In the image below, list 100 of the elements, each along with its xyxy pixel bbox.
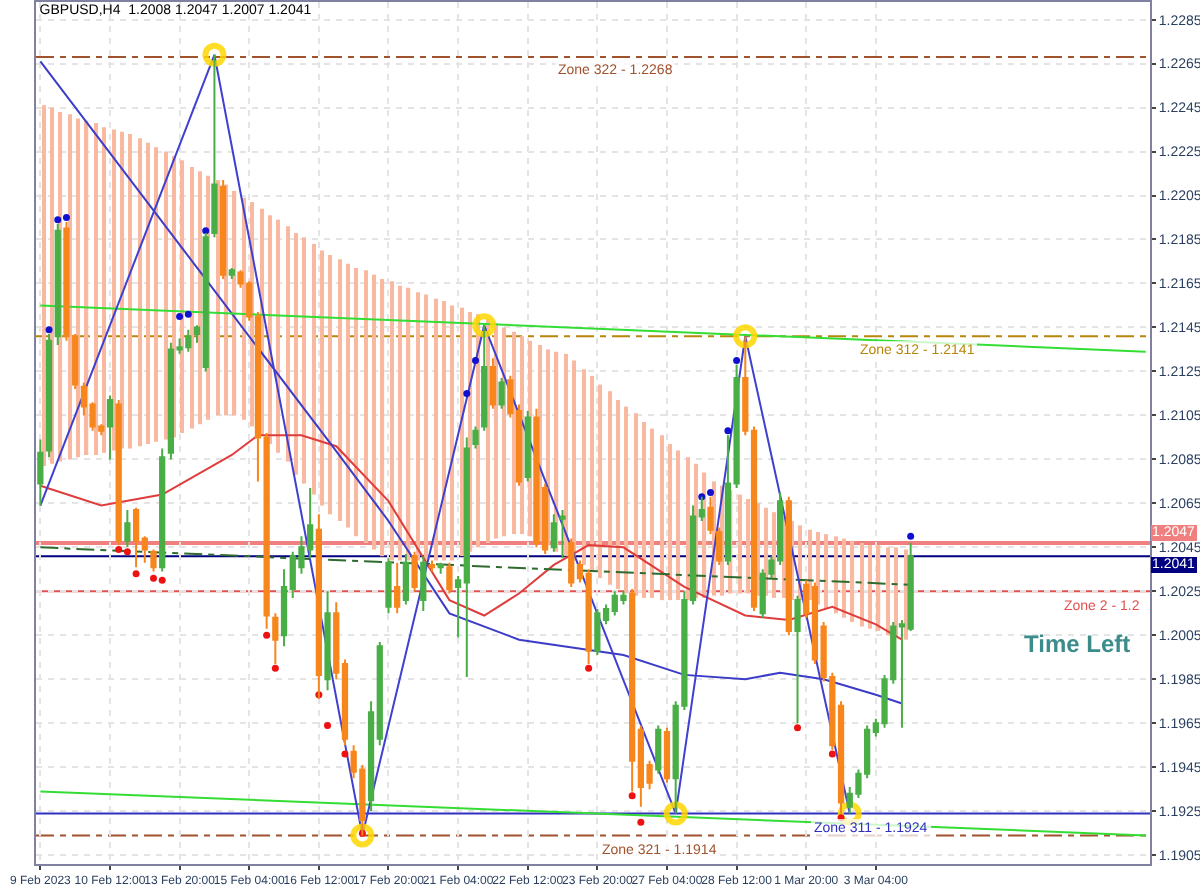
candlestick [489, 357, 497, 410]
candlestick [533, 407, 540, 549]
bar [198, 171, 202, 425]
candlestick [568, 537, 575, 588]
point [794, 724, 802, 732]
bar [390, 281, 394, 561]
bar [608, 391, 612, 585]
point [132, 570, 140, 578]
bar [590, 375, 594, 572]
bar [676, 450, 681, 601]
bar [904, 549, 908, 640]
candlestick [159, 447, 166, 573]
bar [128, 133, 132, 449]
candlestick [559, 508, 566, 560]
bar [642, 422, 646, 598]
point [150, 574, 157, 582]
bar [146, 142, 150, 444]
point [263, 631, 271, 639]
annotation: Time Left [1024, 630, 1131, 658]
point [628, 792, 636, 800]
bar [634, 413, 638, 596]
bar [154, 147, 158, 442]
bar [364, 270, 368, 543]
point [176, 312, 184, 320]
bar [434, 298, 438, 561]
point [350, 823, 375, 848]
candlestick [472, 425, 479, 450]
bar [190, 166, 194, 429]
bar [94, 122, 98, 455]
candlestick [150, 548, 157, 573]
candlestick [272, 612, 279, 665]
bar [286, 226, 290, 462]
bar [442, 301, 446, 561]
candlestick [437, 561, 444, 575]
bar [328, 254, 332, 515]
bar [808, 529, 812, 601]
candlestick [550, 513, 557, 553]
point [123, 548, 131, 556]
candlestick [481, 324, 488, 432]
bar [598, 384, 602, 579]
line-series [39, 434, 903, 641]
bar [860, 542, 864, 627]
bar [76, 118, 80, 458]
bar [276, 219, 280, 453]
bar [850, 540, 855, 623]
bar [616, 400, 620, 590]
bar [834, 536, 838, 614]
bar [450, 305, 454, 561]
candlestick [324, 590, 331, 692]
bar [242, 197, 246, 420]
point [341, 750, 349, 758]
bar [886, 547, 890, 636]
candlestick [385, 557, 392, 615]
bar [564, 353, 568, 557]
bar [102, 127, 106, 453]
bar [424, 294, 428, 561]
bar [312, 243, 316, 495]
bar [460, 307, 464, 557]
point [724, 427, 732, 435]
bar [294, 232, 298, 475]
point [324, 721, 332, 729]
point [663, 801, 688, 826]
bar [842, 538, 846, 618]
point [907, 532, 915, 540]
bar [746, 498, 750, 594]
bar [112, 129, 116, 451]
point [202, 227, 210, 235]
candlestick [132, 506, 140, 569]
candlestick [446, 561, 453, 595]
point [54, 216, 62, 224]
candlestick [707, 495, 714, 536]
candlestick [585, 568, 592, 665]
bar [42, 105, 46, 466]
bar [354, 268, 359, 537]
bar [232, 191, 237, 416]
candlestick [211, 53, 218, 239]
point [202, 42, 227, 67]
point [271, 664, 279, 672]
bar [346, 263, 350, 528]
point [45, 326, 53, 334]
bar [372, 274, 376, 550]
candlestick [402, 552, 410, 606]
bar [512, 331, 516, 535]
bar [738, 494, 742, 594]
point [707, 488, 714, 496]
candlestick [463, 436, 470, 679]
bar [302, 237, 306, 484]
point [637, 818, 645, 826]
point [472, 356, 479, 364]
point [472, 313, 497, 338]
bar [668, 444, 672, 601]
bar [320, 250, 324, 506]
candlestick [594, 607, 601, 657]
point [733, 324, 758, 349]
bar [338, 259, 342, 521]
candlestick [428, 559, 436, 573]
bar [180, 160, 184, 433]
bar [398, 285, 402, 561]
candlestick [115, 399, 122, 547]
bar [868, 545, 872, 629]
